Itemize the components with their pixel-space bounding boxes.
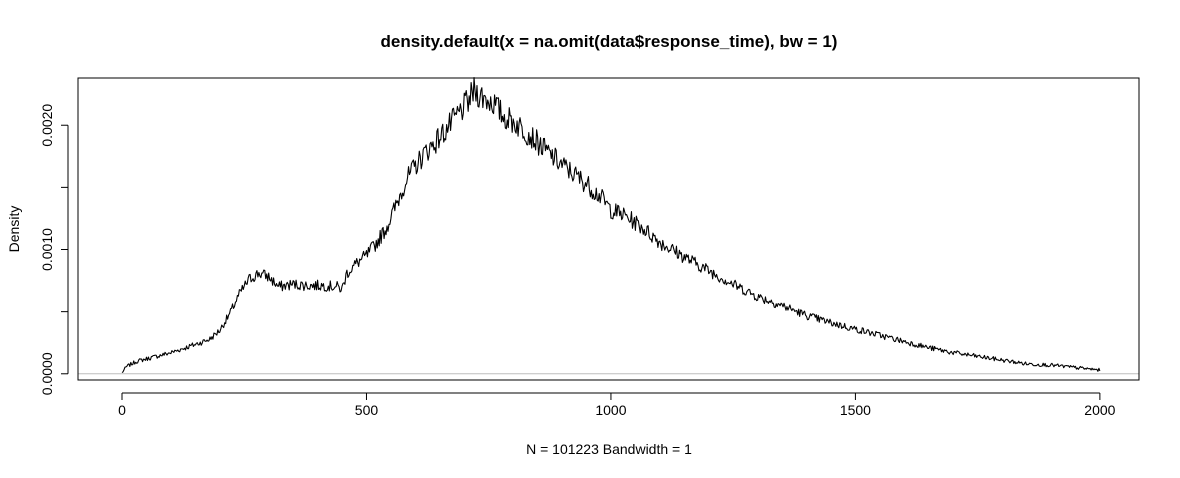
x-tick-label: 1500 [840,402,871,418]
y-tick-label: 0.0020 [39,104,55,147]
x-tick-label: 1000 [595,402,626,418]
x-axis-label: N = 101223 Bandwidth = 1 [526,441,692,457]
x-tick-label: 500 [355,402,379,418]
y-tick-label: 0.0010 [39,228,55,271]
y-axis-label: Density [6,206,22,253]
x-axis: 0 500 1000 1500 2000 [118,392,1116,418]
plot-frame [77,77,1140,381]
density-curve [121,77,1101,374]
y-tick-label: 0.0000 [39,352,55,395]
chart-title: density.default(x = na.omit(data$respons… [381,32,838,51]
y-axis: 0.0000 0.0010 0.0020 [39,104,69,395]
x-tick-label: 0 [118,402,126,418]
x-tick-label: 2000 [1084,402,1115,418]
